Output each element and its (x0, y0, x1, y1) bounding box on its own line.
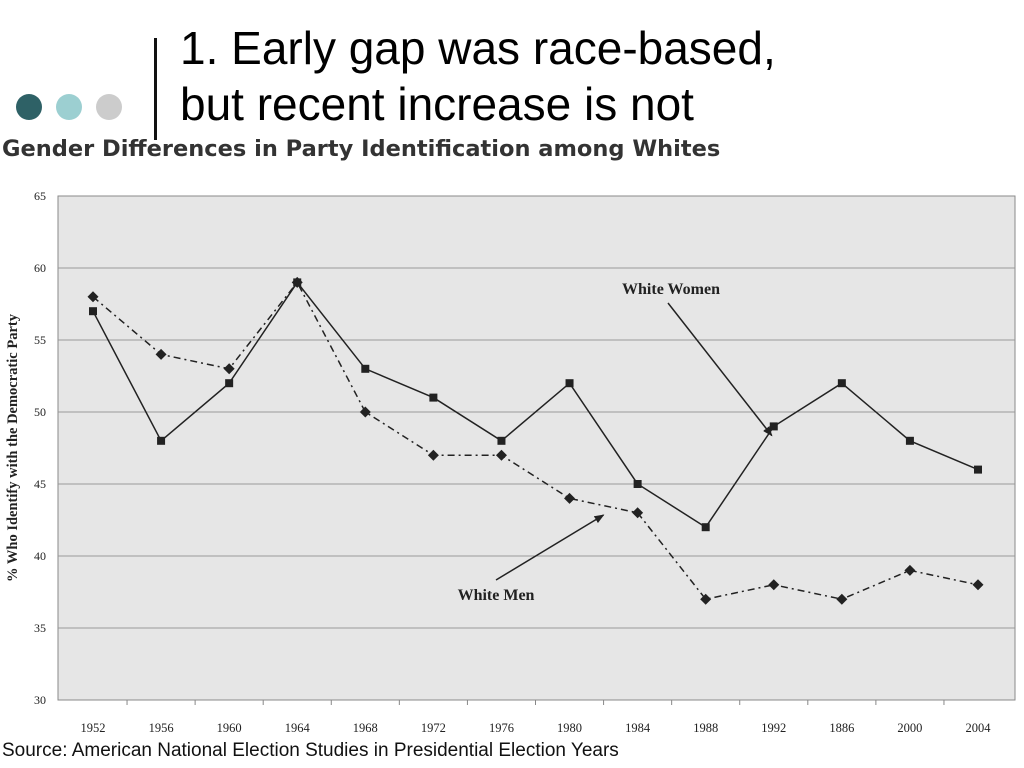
point-1-1972 (427, 449, 439, 461)
y-tick-label-45: 45 (34, 477, 46, 491)
point-0-2000 (905, 436, 914, 445)
x-tick-label-1968: 1968 (353, 721, 378, 735)
annotations-layer: White Women White Men (458, 281, 773, 604)
chart-title: Gender Differences in Party Identificati… (2, 136, 721, 162)
series-white-men (87, 276, 984, 605)
series-layer (87, 276, 984, 605)
point-0-1992 (769, 422, 778, 431)
annotation-arrow-white-men (495, 514, 605, 581)
x-tick-label-1988: 1988 (693, 721, 718, 735)
point-0-1952 (89, 307, 97, 316)
point-1-1964 (291, 276, 303, 288)
annotation-arrow-white-women (667, 302, 773, 437)
x-tick-label-1960: 1960 (217, 721, 242, 735)
point-1-1968 (359, 406, 371, 418)
x-tick-label-2000: 2000 (897, 721, 922, 735)
x-tick-label-1984: 1984 (625, 721, 651, 735)
plot-area (57, 195, 1016, 701)
dot-grey (96, 94, 122, 120)
point-1-2000 (904, 564, 916, 576)
y-tick-label-30: 30 (34, 693, 46, 707)
point-0-1988 (701, 523, 710, 532)
slide-title: 1. Early gap was race-based, but recent … (180, 20, 776, 132)
y-axis-ticks: 30 35 40 45 50 55 60 65 (34, 189, 46, 707)
point-1-1992 (768, 579, 780, 591)
point-0-1980 (565, 379, 574, 388)
series-white-women (89, 278, 982, 532)
point-1-1984 (632, 507, 644, 519)
x-tick-label-1980: 1980 (557, 721, 582, 735)
point-0-1984 (633, 480, 642, 488)
slide-title-line-1: 1. Early gap was race-based, (180, 22, 776, 74)
x-axis-ticks: 1952 1956 1960 1964 1968 1972 1976 1980 1984 1988… (81, 700, 992, 735)
x-tick-label-1992: 1992 (761, 721, 786, 735)
point-1-1976 (495, 449, 507, 461)
slide-title-line-2: but recent increase is not (180, 78, 694, 130)
x-tick-label-2004: 2004 (966, 721, 992, 735)
x-tick-label-1976: 1976 (489, 721, 514, 735)
point-0-2004 (974, 465, 982, 474)
x-tick-label-1886: 1886 (829, 721, 854, 735)
dot-dark-teal (16, 94, 42, 120)
point-0-1956 (157, 436, 166, 445)
x-tick-label-1952: 1952 (81, 721, 106, 735)
y-tick-label-40: 40 (34, 549, 46, 563)
point-0-1960 (225, 379, 234, 388)
point-1-1952 (87, 291, 99, 303)
point-1-1956 (155, 348, 167, 360)
point-0-1886 (837, 379, 846, 388)
title-divider (154, 38, 157, 140)
x-tick-label-1972: 1972 (421, 721, 446, 735)
y-axis-label: % Who Identify with the Democratic Party (5, 313, 21, 582)
grid-lines (58, 267, 1015, 629)
point-1-2004 (972, 579, 984, 591)
y-tick-label-35: 35 (34, 621, 46, 635)
line-chart: 30 35 40 45 50 55 60 65 1952 1956 1960 1964 1968 197… (5, 189, 1016, 735)
point-0-1976 (497, 436, 506, 445)
y-tick-label-60: 60 (34, 261, 46, 275)
x-tick-label-1956: 1956 (149, 721, 174, 735)
y-tick-label-65: 65 (34, 189, 46, 203)
y-tick-label-55: 55 (34, 333, 46, 347)
point-0-1972 (429, 393, 438, 402)
annotation-white-men: White Men (458, 587, 535, 604)
annotation-white-women: White Women (622, 281, 720, 298)
decorative-dots (16, 94, 122, 120)
y-tick-label-50: 50 (34, 405, 46, 419)
point-1-1980 (564, 492, 576, 504)
x-tick-label-1964: 1964 (285, 721, 311, 735)
point-1-1886 (836, 593, 848, 605)
dot-light-teal (56, 94, 82, 120)
point-1-1960 (223, 363, 235, 375)
point-1-1988 (700, 593, 712, 605)
source-note: Source: American National Election Studi… (2, 740, 619, 761)
series-line-0 (92, 281, 979, 529)
point-0-1968 (361, 364, 370, 373)
